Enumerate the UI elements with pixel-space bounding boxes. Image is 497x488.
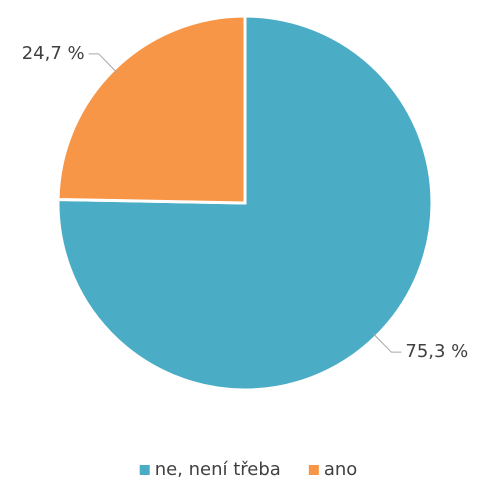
- data-label: 75,3 %: [405, 341, 468, 362]
- leader-line: [88, 53, 118, 73]
- legend-marker: [308, 465, 319, 475]
- legend-label: ano: [324, 459, 357, 480]
- leader-line: [372, 333, 402, 353]
- data-label: 24,7 %: [22, 43, 85, 64]
- legend-marker: [139, 465, 150, 475]
- pie-slice: [56, 14, 247, 205]
- legend-label: ne, není třeba: [155, 459, 281, 480]
